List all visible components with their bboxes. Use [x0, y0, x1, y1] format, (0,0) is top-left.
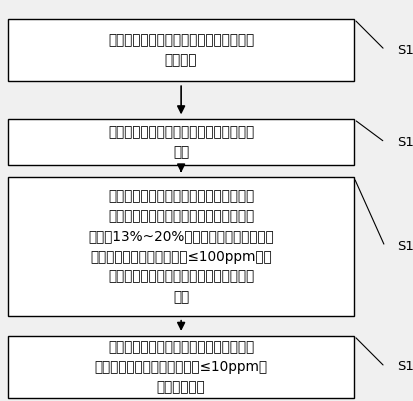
- Text: S100: S100: [396, 44, 413, 57]
- Text: 将经过预处理的废水通入废水预热器进行
预热: 将经过预处理的废水通入废水预热器进行 预热: [108, 126, 254, 159]
- Bar: [8, 119, 353, 165]
- Text: 将含高氨氮废水通过碱化、沉淀和过滤进
行预处理: 将含高氨氮废水通过碱化、沉淀和过滤进 行预处理: [108, 33, 254, 67]
- Bar: [8, 19, 353, 81]
- Text: S101: S101: [396, 136, 413, 149]
- Bar: [8, 336, 353, 398]
- Bar: [8, 177, 353, 316]
- Text: S102: S102: [396, 240, 413, 253]
- Text: 将经过热交换后的塔底废水排入废水处理
池进行深度处理，当氨氮浓度≤10ppm时
向外排放废水: 将经过热交换后的塔底废水排入废水处理 池进行深度处理，当氨氮浓度≤10ppm时 …: [94, 340, 267, 394]
- Text: S103: S103: [396, 360, 413, 373]
- Text: 将经过预热的废水通入蒸氨塔进行蒸氨，
产生的氨气从塔顶排出，经冷却回流形成
浓度为13%~20%的浓氨水，回收精制浓氨
水；当塔底废水的氨氮浓度≤100ppm时: 将经过预热的废水通入蒸氨塔进行蒸氨， 产生的氨气从塔顶排出，经冷却回流形成 浓度…: [88, 190, 273, 304]
